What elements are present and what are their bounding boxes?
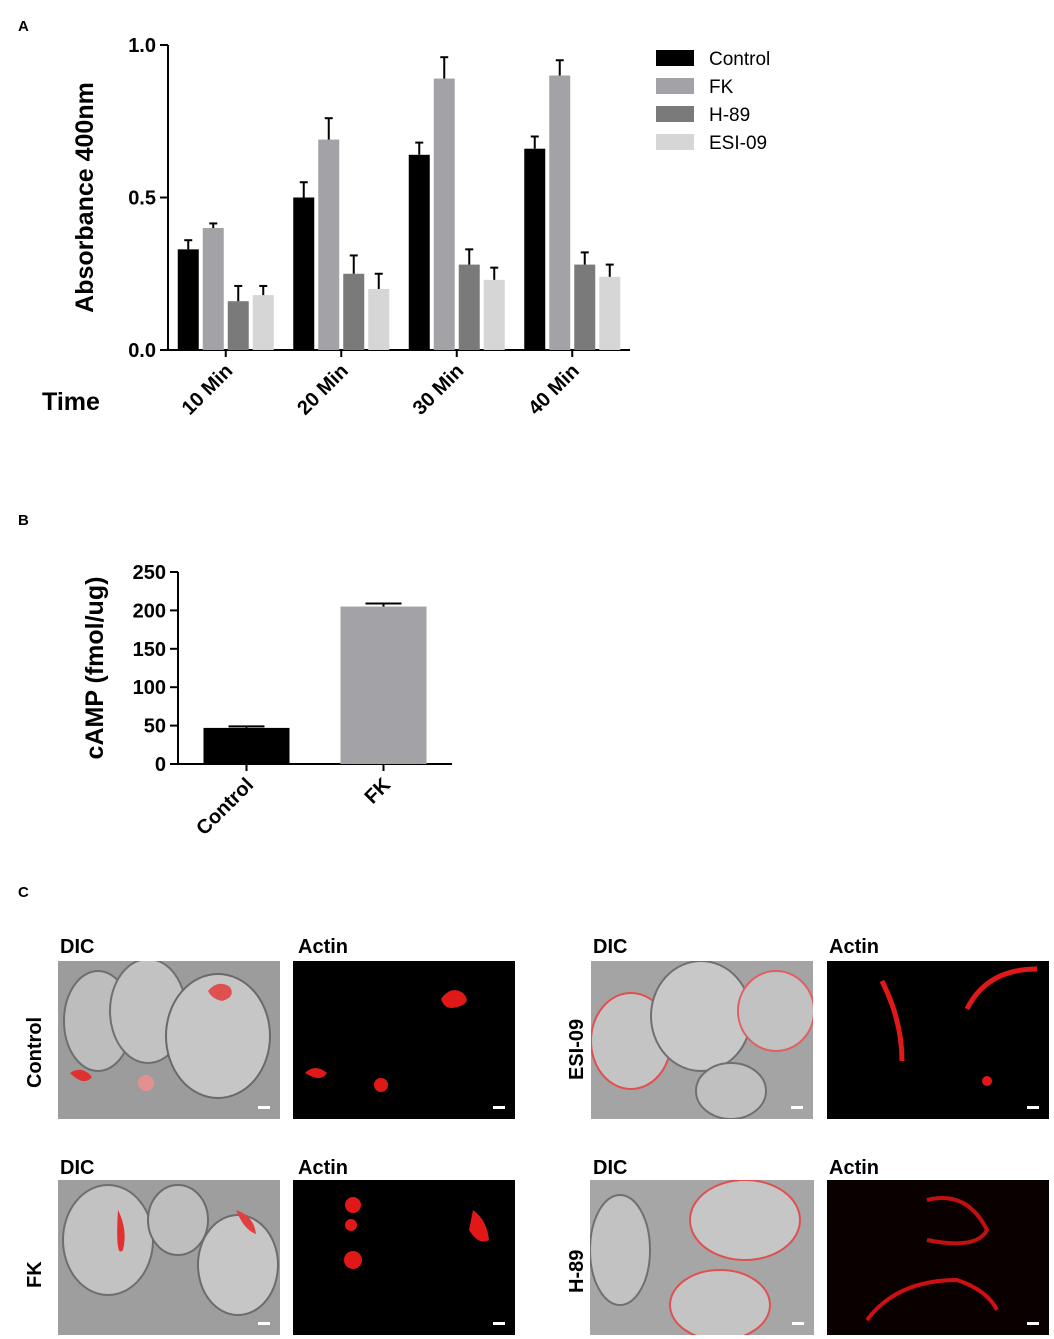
scale-bar <box>258 1322 270 1325</box>
y-tick-label: 150 <box>133 639 166 661</box>
panel-letter-a: A <box>18 18 29 35</box>
scale-bar <box>791 1106 803 1109</box>
x-tick-label: 40 Min <box>524 360 584 420</box>
actin-label: Actin <box>298 936 348 958</box>
actin-image-h89 <box>827 1180 1049 1335</box>
bar <box>340 606 427 764</box>
y-axis-label: cAMP (fmol/ug) <box>81 577 109 760</box>
bar <box>549 75 571 350</box>
chart-b: 0 50 100 150 200 250 cAMP (fmol/ug) Control FK <box>81 562 452 840</box>
y-tick-label: 200 <box>133 600 166 622</box>
y-tick-label: 250 <box>133 562 166 584</box>
y-tick-label: 1.0 <box>128 35 156 57</box>
bar <box>599 276 621 350</box>
dic-label: DIC <box>60 1157 95 1179</box>
bar <box>252 295 274 350</box>
dic-image-esi09 <box>591 961 813 1119</box>
scale-bar <box>258 1106 270 1109</box>
bar <box>203 727 290 764</box>
x-tick-label: 30 Min <box>409 360 469 420</box>
x-tick-label: Control <box>192 774 258 840</box>
dic-label: DIC <box>60 936 95 958</box>
x-tick-label: 10 Min <box>178 360 238 420</box>
legend-label: H-89 <box>709 105 750 126</box>
bar <box>202 228 224 350</box>
bar <box>177 249 199 350</box>
scale-bar <box>1027 1106 1039 1109</box>
y-tick-label: 50 <box>144 716 166 738</box>
scale-bar <box>493 1106 505 1109</box>
actin-image-fk <box>293 1180 515 1335</box>
panel-letter-b: B <box>18 512 29 529</box>
dic-label: DIC <box>593 1157 628 1179</box>
row-label-esi09: ESI-09 <box>566 1018 588 1080</box>
legend-swatch <box>656 78 694 94</box>
bar <box>227 301 249 350</box>
actin-image-esi09 <box>827 961 1049 1119</box>
y-tick-label: 0.0 <box>128 340 156 362</box>
x-tick-label: 20 Min <box>293 360 353 420</box>
x-tick-label: FK <box>361 774 396 809</box>
y-tick-label: 0 <box>155 754 166 776</box>
y-tick-label: 100 <box>133 677 166 699</box>
legend-label: Control <box>709 49 770 70</box>
bar <box>483 279 505 350</box>
dic-label: DIC <box>593 936 628 958</box>
legend-swatch <box>656 134 694 150</box>
dic-image-h89 <box>590 1180 814 1335</box>
scale-bar <box>493 1322 505 1325</box>
dic-image-control <box>58 961 280 1119</box>
panel-letter-c: C <box>18 884 29 901</box>
legend-swatch <box>656 106 694 122</box>
legend-label: FK <box>709 77 734 98</box>
scale-bar <box>792 1322 804 1325</box>
bar <box>318 139 340 350</box>
row-label-h89: H-89 <box>566 1249 588 1293</box>
scale-bar <box>1027 1322 1039 1325</box>
y-axis-label: Absorbance 400nm <box>71 82 99 313</box>
legend-label: ESI-09 <box>709 133 767 154</box>
actin-label: Actin <box>829 936 879 958</box>
bar <box>574 264 596 350</box>
x-axis-label: Time <box>42 388 100 416</box>
bar <box>368 289 390 350</box>
bar <box>458 264 480 350</box>
chart-a: 0.0 0.5 1.0 Absorbance 400nm Time 10 Min 20 Mi… <box>42 35 770 420</box>
actin-label: Actin <box>829 1157 879 1179</box>
bar <box>524 148 546 350</box>
legend-swatch <box>656 50 694 66</box>
row-label-fk: FK <box>24 1261 46 1288</box>
bar <box>343 273 365 350</box>
actin-label: Actin <box>298 1157 348 1179</box>
bar <box>293 197 315 350</box>
bar <box>433 78 455 351</box>
actin-image-control <box>293 961 515 1119</box>
dic-image-fk <box>58 1180 280 1335</box>
bar <box>408 154 430 350</box>
y-tick-label: 0.5 <box>128 188 156 210</box>
row-label-control: Control <box>24 1016 46 1088</box>
